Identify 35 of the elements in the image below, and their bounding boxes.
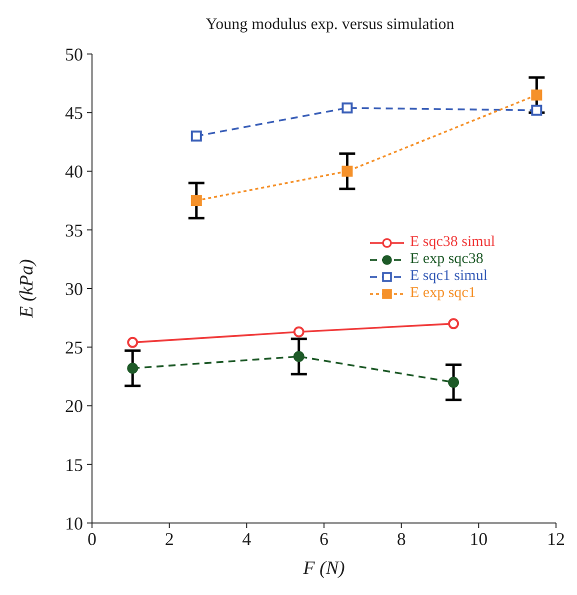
x-tick-label: 4: [242, 528, 252, 549]
y-tick-label: 40: [65, 162, 83, 182]
point: [531, 104, 542, 116]
x-tick-label: 12: [547, 528, 565, 549]
x-tick-label: 2: [164, 528, 174, 549]
x-tick-label: 6: [320, 528, 328, 549]
y-tick-label: 30: [65, 278, 83, 299]
point: [190, 195, 202, 206]
y-tick-label: 15: [65, 454, 83, 475]
point: [293, 351, 304, 362]
point: [127, 362, 138, 374]
legend-label: E exp sqc38: [410, 251, 484, 267]
legend-label: E sqc1 simul: [410, 268, 488, 284]
legend-label: E sqc38 simul: [410, 234, 495, 250]
point: [342, 102, 353, 114]
point: [127, 336, 138, 348]
point: [448, 318, 460, 330]
y-tick-label: 45: [65, 103, 83, 124]
x-tick-label: 8: [396, 528, 406, 549]
point: [293, 326, 304, 338]
x-tick-label: 10: [470, 528, 488, 549]
y-tick-label: 50: [65, 44, 83, 64]
point: [531, 90, 542, 101]
y-axis-title: E (kPa): [16, 259, 38, 319]
y-tick-label: 10: [65, 513, 83, 534]
legend-label: E exp sqc1: [410, 285, 476, 301]
chart-title: Young modulus exp. versus simulation: [204, 16, 456, 34]
y-tick-label: 20: [65, 396, 83, 416]
y-tick-label: 35: [65, 220, 83, 240]
point: [342, 166, 353, 177]
point: [190, 130, 202, 142]
point: [448, 376, 460, 388]
x-tick-label: 0: [88, 528, 96, 549]
x-axis-title: F (N): [302, 558, 345, 579]
y-tick-label: 25: [65, 338, 83, 358]
